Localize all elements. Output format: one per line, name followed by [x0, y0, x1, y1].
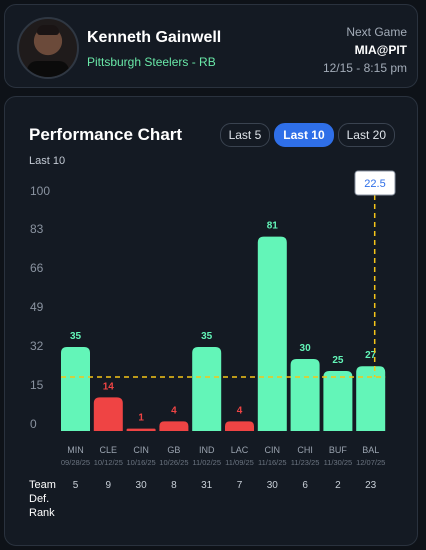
x-category-label: BUF — [329, 445, 348, 455]
x-date-label: 10/12/25 — [94, 458, 123, 467]
bar — [159, 421, 189, 431]
x-category-label: MIN — [67, 445, 84, 455]
def-rank-value: 5 — [73, 480, 79, 491]
x-category-label: CHI — [297, 445, 313, 455]
def-rank-value: 2 — [335, 480, 341, 491]
x-date-label: 12/07/25 — [356, 458, 385, 467]
next-game-datetime: 12/15 - 8:15 pm — [322, 61, 407, 75]
x-date-label: 09/28/25 — [61, 458, 90, 467]
y-tick-label: 15 — [30, 378, 44, 392]
def-rank-label: Rank — [29, 507, 55, 519]
def-rank-label: Def. — [29, 493, 49, 505]
bar — [225, 421, 254, 431]
bar — [126, 428, 156, 431]
x-category-label: IND — [199, 445, 215, 455]
bar-value-label: 35 — [70, 331, 82, 342]
bar-value-label: 14 — [103, 381, 115, 392]
y-tick-label: 100 — [30, 184, 50, 198]
tab-last-10[interactable]: Last 10 — [274, 123, 334, 147]
bar — [290, 359, 320, 431]
y-tick-label: 66 — [30, 261, 44, 275]
bar — [192, 347, 222, 431]
performance-chart-card: Performance Chart Last 5 Last 10 Last 20… — [4, 96, 418, 546]
player-card: Kenneth Gainwell Pittsburgh Steelers - R… — [4, 4, 418, 88]
x-category-label: GB — [167, 445, 180, 455]
def-rank-value: 23 — [365, 480, 377, 491]
bar-value-label: 4 — [237, 405, 243, 416]
bar-value-label: 35 — [201, 331, 213, 342]
def-rank-value: 30 — [136, 480, 148, 491]
next-game-label: Next Game — [346, 25, 407, 39]
bar-value-label: 4 — [171, 405, 177, 416]
x-date-label: 10/16/25 — [126, 458, 155, 467]
performance-bar-chart: 0153249668310035MIN09/28/25514CLE10/12/2… — [29, 170, 396, 519]
bar-value-label: 81 — [267, 221, 279, 232]
player-team-position: Pittsburgh Steelers - RB — [87, 55, 216, 69]
x-date-label: 10/26/25 — [159, 458, 188, 467]
x-date-label: 11/30/25 — [324, 458, 353, 467]
x-date-label: 11/02/25 — [192, 458, 221, 467]
y-tick-label: 32 — [30, 339, 44, 353]
bar — [93, 397, 123, 431]
tab-last-5[interactable]: Last 5 — [219, 123, 271, 147]
def-rank-value: 30 — [267, 480, 279, 491]
bar — [356, 366, 386, 431]
x-category-label: LAC — [231, 445, 249, 455]
def-rank-value: 31 — [201, 480, 213, 491]
bar-value-label: 25 — [332, 355, 344, 366]
x-category-label: CIN — [133, 445, 149, 455]
def-rank-value: 6 — [302, 480, 308, 491]
x-date-label: 11/16/25 — [258, 458, 287, 467]
chart-subtitle: Last 10 — [29, 155, 66, 167]
x-category-label: BAL — [362, 445, 379, 455]
threshold-badge-label: 22.5 — [364, 178, 385, 190]
x-date-label: 11/23/25 — [291, 458, 320, 467]
tab-last-20[interactable]: Last 20 — [337, 123, 395, 147]
def-rank-value: 9 — [106, 480, 112, 491]
range-tabs: Last 5 Last 10 Last 20 — [219, 123, 395, 147]
player-avatar — [17, 17, 79, 79]
player-name[interactable]: Kenneth Gainwell — [87, 29, 222, 46]
y-tick-label: 0 — [30, 417, 37, 431]
chart-title: Performance Chart — [29, 125, 183, 144]
x-date-label: 11/09/25 — [225, 458, 254, 467]
def-rank-value: 7 — [237, 480, 243, 491]
bar-value-label: 30 — [300, 343, 312, 354]
threshold-badge — [354, 170, 396, 196]
bar-value-label: 27 — [365, 350, 377, 361]
def-rank-label: Team — [29, 479, 56, 491]
bar — [61, 347, 90, 431]
x-category-label: CLE — [100, 445, 118, 455]
bar-value-label: 1 — [138, 413, 144, 424]
bar — [323, 371, 353, 431]
next-game-matchup: MIA@PIT — [354, 43, 407, 57]
y-tick-label: 49 — [30, 300, 44, 314]
y-tick-label: 83 — [30, 222, 44, 236]
bar — [257, 236, 287, 431]
def-rank-value: 8 — [171, 480, 177, 491]
x-category-label: CIN — [265, 445, 281, 455]
